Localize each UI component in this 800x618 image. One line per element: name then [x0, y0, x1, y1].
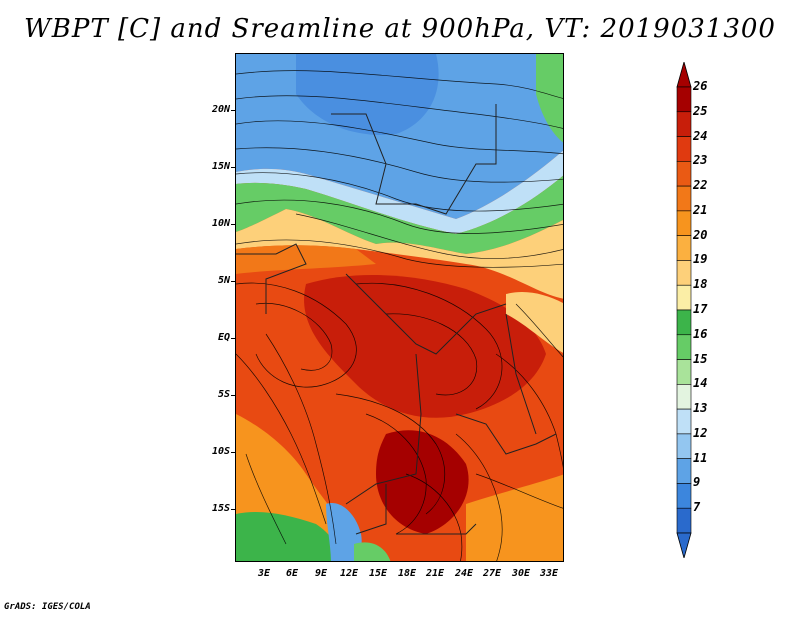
colorbar-segment: [676, 185, 692, 212]
lat-tick: [231, 167, 235, 168]
colorbar: [676, 62, 692, 558]
colorbar-label: 23: [693, 153, 708, 168]
colorbar-label: 16: [693, 326, 708, 341]
lat-tick: [231, 395, 235, 396]
lon-label-30e: 30E: [511, 568, 531, 579]
colorbar-segment: [676, 86, 692, 113]
colorbar-segment: [676, 507, 692, 534]
lat-label-eq: EQ: [217, 332, 230, 343]
lat-tick: [231, 110, 235, 111]
lon-label-33e: 33E: [539, 568, 559, 579]
lon-label-12e: 12E: [339, 568, 359, 579]
lat-label-10s: 10S: [211, 446, 230, 457]
lon-label-9e: 9E: [314, 568, 328, 579]
colorbar-segment: [676, 284, 692, 311]
map-panel: [235, 53, 564, 562]
colorbar-bottom-arrow: [676, 532, 692, 558]
colorbar-segment: [676, 235, 692, 261]
colorbar-segment: [676, 161, 692, 187]
colorbar-segment: [676, 408, 692, 435]
colorbar-label: 24: [693, 128, 708, 143]
borders: [236, 104, 557, 535]
colorbar-segment: [676, 458, 692, 484]
colorbar-segment: [676, 111, 692, 137]
lat-label-10n: 10N: [211, 218, 230, 229]
lat-tick: [231, 281, 235, 282]
wbpt-fill: [236, 54, 563, 561]
streamlines: [236, 70, 563, 561]
colorbar-segment: [676, 260, 692, 286]
colorbar-label: 15: [693, 351, 708, 366]
footer-credit: GrADS: IGES/COLA: [4, 602, 91, 612]
lon-label-27e: 27E: [482, 568, 502, 579]
colorbar-label: 12: [693, 425, 708, 440]
colorbar-segment: [676, 359, 692, 385]
colorbar-label: 20: [693, 227, 708, 242]
colorbar-segment: [676, 433, 692, 459]
plot-title: WBPT [C] and Sreamline at 900hPa, VT: 20…: [24, 14, 776, 44]
lon-label-6e: 6E: [285, 568, 299, 579]
colorbar-label: 9: [693, 475, 701, 490]
lat-label-5n: 5N: [217, 275, 230, 286]
lon-label-24e: 24E: [454, 568, 474, 579]
colorbar-label: 19: [693, 252, 708, 267]
map-field: [236, 54, 563, 561]
lat-label-15n: 15N: [211, 161, 230, 172]
lat-label-5s: 5S: [217, 389, 230, 400]
colorbar-label: 21: [693, 202, 708, 217]
colorbar-label: 13: [693, 401, 708, 416]
colorbar-label: 18: [693, 277, 708, 292]
lon-label-21e: 21E: [425, 568, 445, 579]
lon-label-18e: 18E: [397, 568, 417, 579]
colorbar-segment: [676, 384, 692, 410]
colorbar-segment: [676, 334, 692, 360]
lat-tick: [231, 509, 235, 510]
colorbar-label: 25: [693, 103, 708, 118]
colorbar-label: 22: [693, 178, 708, 193]
colorbar-segment: [676, 309, 692, 336]
colorbar-segment: [676, 210, 692, 236]
colorbar-label: 7: [693, 500, 701, 515]
lat-tick: [231, 452, 235, 453]
lon-label-15e: 15E: [368, 568, 388, 579]
lat-tick: [231, 338, 235, 339]
lat-label-20n: 20N: [211, 104, 230, 115]
colorbar-segment: [676, 136, 692, 162]
colorbar-top-arrow: [676, 62, 692, 88]
colorbar-label: 17: [693, 302, 708, 316]
colorbar-segment: [676, 483, 692, 509]
lon-label-3e: 3E: [257, 568, 271, 579]
lat-tick: [231, 224, 235, 225]
colorbar-label: 11: [693, 450, 708, 465]
lat-label-15s: 15S: [211, 503, 230, 514]
colorbar-label: 26: [693, 79, 708, 93]
colorbar-label: 14: [693, 376, 708, 391]
